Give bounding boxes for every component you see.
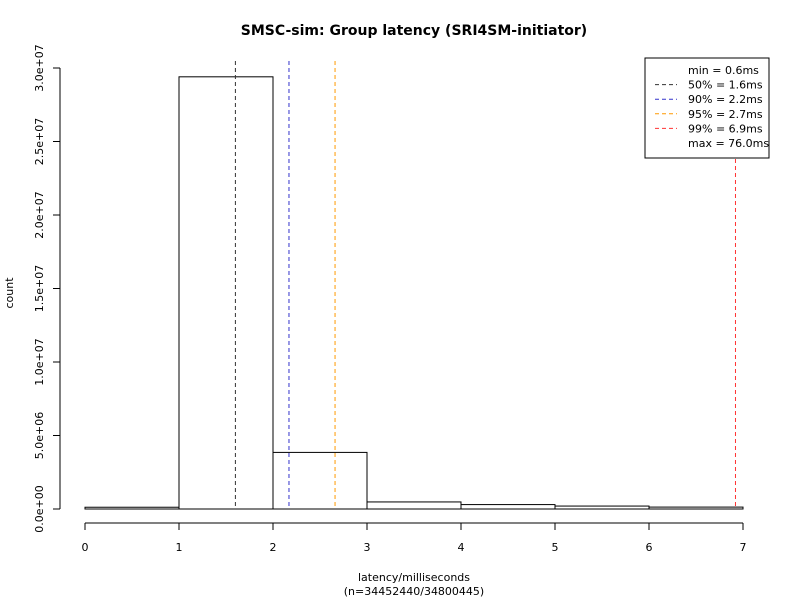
legend-entry-5: max = 76.0ms [688, 137, 769, 150]
legend-box [644, 57, 770, 159]
legend-entry-0: min = 0.6ms [688, 64, 759, 77]
histogram-bar-5 [554, 505, 650, 510]
y-tick-label-1: 5.0e+06 [33, 412, 46, 459]
legend-entry-1: 50% = 1.6ms [688, 79, 763, 92]
y-tick-label-6: 3.0e+07 [33, 44, 46, 91]
histogram-bar-6 [648, 506, 744, 510]
x-tick-label-1: 1 [176, 541, 183, 554]
legend-entry-4: 99% = 6.9ms [688, 122, 763, 135]
y-tick-label-2: 1.0e+07 [33, 338, 46, 385]
y-tick-label-4: 2.0e+07 [33, 191, 46, 238]
histogram-bars [84, 76, 744, 510]
histogram-bar-4 [460, 504, 556, 510]
x-tick-label-7: 7 [740, 541, 747, 554]
legend-entry-3: 95% = 2.7ms [688, 108, 763, 121]
x-axis-label: latency/milliseconds [358, 571, 470, 584]
x-tick-label-2: 2 [270, 541, 277, 554]
y-axis-label: count [3, 277, 16, 309]
x-tick-label-6: 6 [646, 541, 653, 554]
x-tick-label-0: 0 [82, 541, 89, 554]
x-axis-sublabel: (n=34452440/34800445) [344, 585, 484, 598]
histogram-bar-2 [272, 451, 368, 510]
histogram-bar-3 [366, 501, 462, 510]
y-tick-label-0: 0.0e+00 [33, 485, 46, 532]
x-axis: 0 1 2 3 4 5 6 7 [82, 522, 747, 554]
x-tick-label-4: 4 [458, 541, 465, 554]
y-tick-label-3: 1.5e+07 [33, 265, 46, 312]
percentile-lines [234, 61, 736, 509]
y-tick-label-5: 2.5e+07 [33, 118, 46, 165]
x-tick-label-5: 5 [552, 541, 559, 554]
histogram-bar-0 [84, 506, 180, 510]
y-axis: 0.0e+00 5.0e+06 1.0e+07 1.5e+07 2.0e+07 2.5e+… [33, 44, 61, 533]
histogram-bar-1 [178, 76, 274, 510]
legend-entry-2: 90% = 2.2ms [688, 93, 763, 106]
chart-title: SMSC-sim: Group latency (SRI4SM-initiato… [241, 23, 587, 39]
x-tick-label-3: 3 [364, 541, 371, 554]
